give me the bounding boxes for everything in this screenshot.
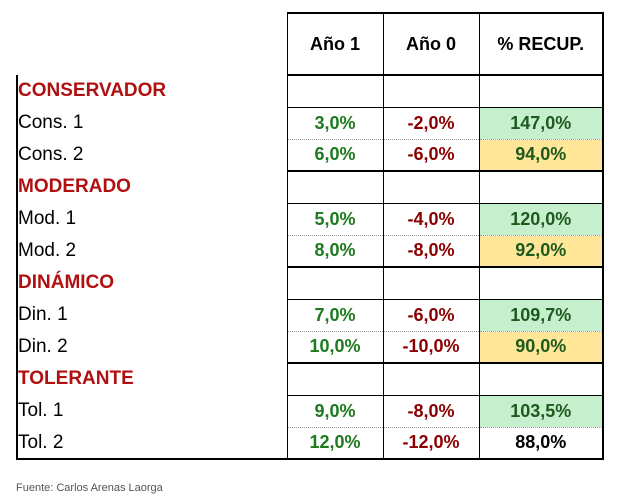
- group-empty-cell: [382, 266, 480, 299]
- year0-value: -2,0%: [382, 106, 480, 139]
- group-title: TOLERANTE: [16, 363, 288, 395]
- table-row: Din. 1 7,0% -6,0% 109,7%: [16, 298, 604, 331]
- recovery-value: 120,0%: [478, 202, 604, 235]
- group-empty-cell: [478, 74, 604, 107]
- table-row: Tol. 2 12,0% -12,0% 88,0%: [16, 426, 604, 460]
- year1-value: 8,0%: [286, 234, 384, 267]
- header-recovery: % RECUP.: [478, 12, 604, 76]
- header-row: Año 1 Año 0 % RECUP.: [17, 12, 604, 76]
- group-empty-cell: [286, 362, 384, 395]
- table-row: Cons. 2 6,0% -6,0% 94,0%: [16, 138, 604, 171]
- year1-value: 6,0%: [286, 138, 384, 171]
- year1-value: 5,0%: [286, 202, 384, 235]
- group-empty-cell: [478, 362, 604, 395]
- group-title: DINÁMICO: [16, 267, 288, 299]
- group-empty-cell: [286, 74, 384, 107]
- year0-value: -8,0%: [382, 394, 480, 427]
- row-label: Mod. 1: [16, 203, 288, 235]
- recovery-value: 94,0%: [478, 138, 604, 171]
- year1-value: 9,0%: [286, 394, 384, 427]
- table-row: Mod. 1 5,0% -4,0% 120,0%: [16, 202, 604, 235]
- group-title: MODERADO: [16, 171, 288, 203]
- header-empty-cell: [17, 13, 287, 75]
- recovery-value: 109,7%: [478, 298, 604, 331]
- year0-value: -6,0%: [382, 138, 480, 171]
- row-label: Cons. 1: [16, 107, 288, 139]
- year0-value: -6,0%: [382, 298, 480, 331]
- group-empty-cell: [382, 170, 480, 203]
- recovery-value: 103,5%: [478, 394, 604, 427]
- group-empty-cell: [286, 266, 384, 299]
- row-label: Tol. 1: [16, 395, 288, 427]
- group-empty-cell: [382, 74, 480, 107]
- year1-value: 10,0%: [286, 330, 384, 363]
- header-year1: Año 1: [286, 12, 384, 76]
- group-title: CONSERVADOR: [16, 75, 288, 107]
- group-row: TOLERANTE: [16, 362, 604, 395]
- year1-value: 7,0%: [286, 298, 384, 331]
- year1-value: 3,0%: [286, 106, 384, 139]
- group-row: CONSERVADOR: [16, 74, 604, 107]
- table-row: Mod. 2 8,0% -8,0% 92,0%: [16, 234, 604, 267]
- recovery-value: 90,0%: [478, 330, 604, 363]
- group-empty-cell: [286, 170, 384, 203]
- row-label: Cons. 2: [16, 139, 288, 171]
- group-empty-cell: [382, 362, 480, 395]
- year0-value: -10,0%: [382, 330, 480, 363]
- recovery-value: 88,0%: [478, 426, 604, 460]
- table-row: Cons. 1 3,0% -2,0% 147,0%: [16, 106, 604, 139]
- table-row: Din. 2 10,0% -10,0% 90,0%: [16, 330, 604, 363]
- group-row: DINÁMICO: [16, 266, 604, 299]
- group-empty-cell: [478, 170, 604, 203]
- row-label: Mod. 2: [16, 235, 288, 267]
- table-row: Tol. 1 9,0% -8,0% 103,5%: [16, 394, 604, 427]
- year0-value: -8,0%: [382, 234, 480, 267]
- year1-value: 12,0%: [286, 426, 384, 460]
- group-empty-cell: [478, 266, 604, 299]
- row-label: Din. 1: [16, 299, 288, 331]
- year0-value: -12,0%: [382, 426, 480, 460]
- source-note: Fuente: Carlos Arenas Laorga: [16, 482, 163, 494]
- group-row: MODERADO: [16, 170, 604, 203]
- recovery-value: 92,0%: [478, 234, 604, 267]
- row-label: Din. 2: [16, 331, 288, 363]
- header-year0: Año 0: [382, 12, 480, 76]
- row-label: Tol. 2: [16, 427, 288, 460]
- year0-value: -4,0%: [382, 202, 480, 235]
- recovery-value: 147,0%: [478, 106, 604, 139]
